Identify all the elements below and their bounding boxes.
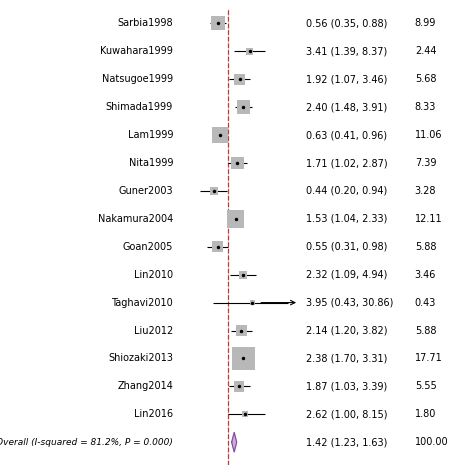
Text: 0.56 (0.35, 0.88): 0.56 (0.35, 0.88) bbox=[306, 18, 387, 28]
Text: Kuwahara1999: Kuwahara1999 bbox=[100, 46, 173, 56]
Text: 11.06: 11.06 bbox=[415, 130, 442, 140]
Bar bbox=[212, 127, 228, 143]
Bar bbox=[246, 48, 253, 55]
Text: 3.41 (1.39, 8.37): 3.41 (1.39, 8.37) bbox=[306, 46, 387, 56]
Text: 12.11: 12.11 bbox=[415, 214, 442, 224]
Bar bbox=[212, 241, 223, 252]
Polygon shape bbox=[232, 432, 237, 452]
Text: Lin2010: Lin2010 bbox=[134, 270, 173, 280]
Bar bbox=[242, 411, 248, 418]
Text: Guner2003: Guner2003 bbox=[118, 186, 173, 196]
Bar bbox=[211, 17, 225, 30]
Text: 2.32 (1.09, 4.94): 2.32 (1.09, 4.94) bbox=[306, 270, 387, 280]
Text: 0.55 (0.31, 0.98): 0.55 (0.31, 0.98) bbox=[306, 242, 387, 252]
Text: Lam1999: Lam1999 bbox=[128, 130, 173, 140]
Text: 1.71 (1.02, 2.87): 1.71 (1.02, 2.87) bbox=[306, 158, 387, 168]
Text: 0.43: 0.43 bbox=[415, 298, 436, 308]
Text: Zhang2014: Zhang2014 bbox=[117, 382, 173, 392]
Text: 8.99: 8.99 bbox=[415, 18, 436, 28]
Text: Natsugoe1999: Natsugoe1999 bbox=[102, 74, 173, 84]
Bar bbox=[231, 157, 244, 169]
Text: Taghavi2010: Taghavi2010 bbox=[111, 298, 173, 308]
Text: 7.39: 7.39 bbox=[415, 158, 436, 168]
Text: 2.38 (1.70, 3.31): 2.38 (1.70, 3.31) bbox=[306, 354, 387, 364]
Bar bbox=[210, 187, 218, 195]
Bar bbox=[237, 100, 250, 114]
Text: 3.28: 3.28 bbox=[415, 186, 436, 196]
Text: 2.14 (1.20, 3.82): 2.14 (1.20, 3.82) bbox=[306, 326, 387, 336]
Text: 5.88: 5.88 bbox=[415, 242, 436, 252]
Text: 5.88: 5.88 bbox=[415, 326, 436, 336]
Text: 2.44: 2.44 bbox=[415, 46, 436, 56]
Text: 1.92 (1.07, 3.46): 1.92 (1.07, 3.46) bbox=[306, 74, 387, 84]
Text: Goan2005: Goan2005 bbox=[123, 242, 173, 252]
Text: 0.63 (0.41, 0.96): 0.63 (0.41, 0.96) bbox=[306, 130, 387, 140]
Bar bbox=[227, 210, 244, 228]
Text: 0.44 (0.20, 0.94): 0.44 (0.20, 0.94) bbox=[306, 186, 387, 196]
Text: 100.00: 100.00 bbox=[415, 437, 448, 447]
Bar bbox=[232, 346, 255, 370]
Text: 3.46: 3.46 bbox=[415, 270, 436, 280]
Text: Overall (I-squared = 81.2%, P = 0.000): Overall (I-squared = 81.2%, P = 0.000) bbox=[0, 438, 173, 447]
Text: Shimada1999: Shimada1999 bbox=[106, 102, 173, 112]
Text: 17.71: 17.71 bbox=[415, 354, 443, 364]
Text: 5.55: 5.55 bbox=[415, 382, 437, 392]
Text: Lin2016: Lin2016 bbox=[134, 409, 173, 419]
Bar bbox=[234, 381, 244, 392]
Text: Liu2012: Liu2012 bbox=[134, 326, 173, 336]
Text: 2.62 (1.00, 8.15): 2.62 (1.00, 8.15) bbox=[306, 409, 387, 419]
Bar bbox=[234, 74, 245, 84]
Text: 5.68: 5.68 bbox=[415, 74, 436, 84]
Text: 1.42 (1.23, 1.63): 1.42 (1.23, 1.63) bbox=[306, 437, 387, 447]
Text: Sarbia1998: Sarbia1998 bbox=[118, 18, 173, 28]
Text: 1.87 (1.03, 3.39): 1.87 (1.03, 3.39) bbox=[306, 382, 387, 392]
Text: Shiozaki2013: Shiozaki2013 bbox=[108, 354, 173, 364]
Text: 2.40 (1.48, 3.91): 2.40 (1.48, 3.91) bbox=[306, 102, 387, 112]
Text: 3.95 (0.43, 30.86): 3.95 (0.43, 30.86) bbox=[306, 298, 393, 308]
Text: Nakamura2004: Nakamura2004 bbox=[98, 214, 173, 224]
Text: 8.33: 8.33 bbox=[415, 102, 436, 112]
Bar bbox=[236, 325, 247, 336]
Bar bbox=[250, 300, 255, 305]
Text: 1.53 (1.04, 2.33): 1.53 (1.04, 2.33) bbox=[306, 214, 387, 224]
Bar bbox=[239, 271, 247, 279]
Text: 1.80: 1.80 bbox=[415, 409, 436, 419]
Text: Nita1999: Nita1999 bbox=[128, 158, 173, 168]
